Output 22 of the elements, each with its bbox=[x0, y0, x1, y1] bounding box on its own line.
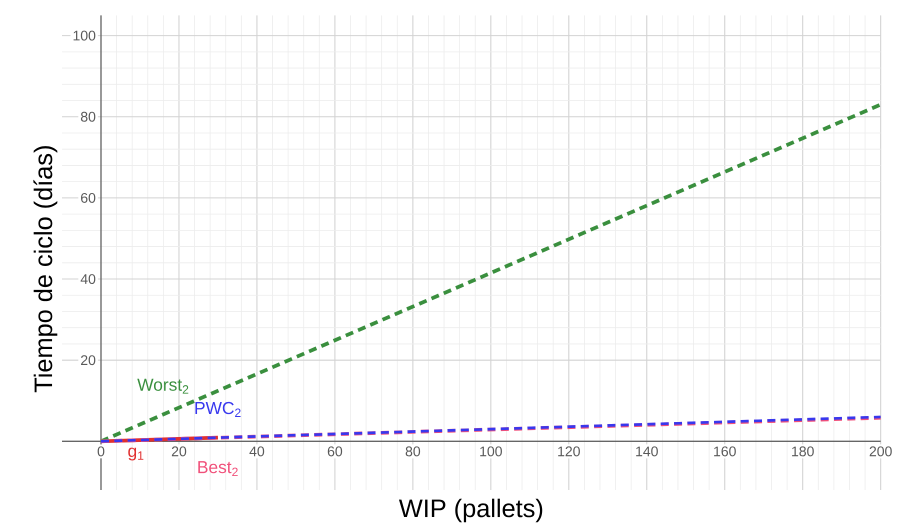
y-axis-title: Tiempo de ciclo (días) bbox=[33, 146, 58, 392]
y-tick-label: 60 bbox=[81, 192, 96, 203]
x-tick-label: 120 bbox=[558, 446, 580, 456]
x-tick-label: 140 bbox=[636, 446, 658, 456]
x-tick-label: 60 bbox=[328, 446, 342, 456]
x-tick-label: 80 bbox=[406, 446, 420, 456]
series-label: Best$_{2}$ bbox=[198, 461, 238, 476]
x-tick-label: 20 bbox=[172, 446, 186, 456]
series-label: PWC$_{2}$ bbox=[195, 402, 241, 417]
x-tick-label: 160 bbox=[714, 446, 736, 456]
x-tick-label: 40 bbox=[249, 446, 264, 456]
y-tick-label: 40 bbox=[80, 274, 96, 284]
x-tick-label: 180 bbox=[792, 446, 814, 456]
x-tick-label: 200 bbox=[870, 446, 892, 456]
x-tick-label: 0 bbox=[98, 446, 104, 456]
x-tick-label: 100 bbox=[480, 446, 502, 456]
series-label: Worst$_{2}$ bbox=[137, 378, 188, 394]
x-axis-title: WIP (pallets) bbox=[398, 498, 542, 522]
y-tick-label: 20 bbox=[81, 355, 96, 366]
series-label: g$_{1}$ bbox=[128, 448, 144, 460]
y-tick-label: 100 bbox=[74, 30, 96, 41]
y-tick-label: 80 bbox=[80, 112, 96, 122]
